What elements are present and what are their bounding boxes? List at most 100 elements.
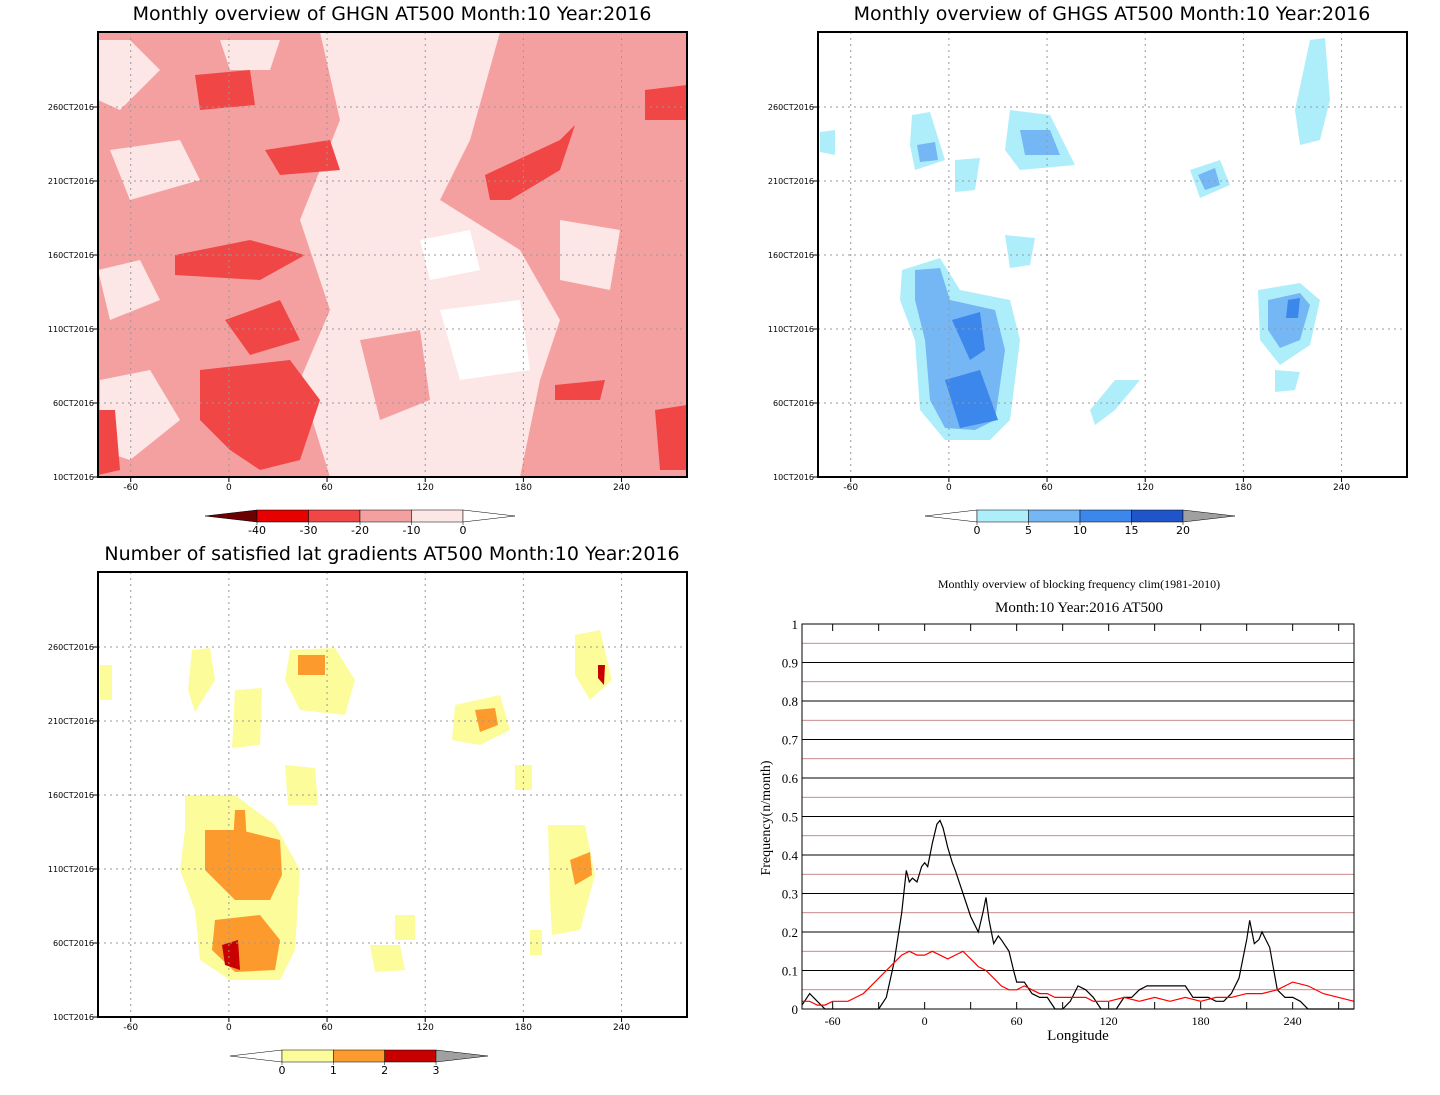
- latgrad-region-9b: [598, 665, 605, 685]
- y-tick-label: 0.9: [782, 656, 798, 671]
- ghgs-region-2b: [1020, 130, 1060, 155]
- y-tick-label: 110CT2016: [48, 865, 94, 874]
- y-tick-label: 0.8: [782, 694, 798, 709]
- chart-lat-gradients: Number of satisfied lat gradients AT500 …: [0, 540, 720, 1091]
- x-tick-label: 0: [922, 1014, 928, 1028]
- ghgs-region-11: [1275, 370, 1300, 392]
- colorbar-segment: [256, 509, 309, 523]
- ghgn-patch-1: [98, 40, 160, 110]
- colorbar-right-arrow: [462, 509, 516, 523]
- ghgn-region-center: [360, 330, 430, 420]
- blocking-series: [801, 819, 1355, 1010]
- y-tick-label: 0.6: [782, 771, 799, 786]
- colorbar-segment: [281, 1049, 334, 1063]
- chart-ghgn-svg: Monthly overview of GHGN AT500 Month:10 …: [48, 3, 688, 537]
- colorbar-label: 10: [1073, 524, 1087, 537]
- ghgn-neg-1: [195, 70, 255, 110]
- chart-blocking-subtitle: Month:10 Year:2016 AT500: [995, 600, 1163, 616]
- x-tick-label: -60: [825, 1014, 841, 1028]
- ghgn-neg-5: [200, 360, 320, 470]
- y-tick-label: 210CT2016: [48, 177, 94, 186]
- x-tick-label: 240: [1333, 483, 1350, 493]
- x-tick-label: 60: [1011, 1014, 1023, 1028]
- colorbar-label: 0: [279, 1064, 286, 1077]
- colorbar-segment: [359, 509, 412, 523]
- latgrad-region-10b: [570, 852, 592, 885]
- x-tick-label: 180: [1192, 1014, 1210, 1028]
- colorbar-label: -40: [248, 524, 266, 537]
- latgrad-region-6: [100, 665, 112, 700]
- ghgn-patch-5: [220, 40, 280, 70]
- y-tick-label: 0.5: [782, 810, 798, 825]
- ghgn-neg-8: [645, 85, 687, 120]
- y-tick-label: 260CT2016: [48, 103, 94, 112]
- y-tick-label: 110CT2016: [768, 325, 814, 334]
- ghgn-grid: [98, 32, 687, 477]
- latgrad-region-1e: [232, 810, 248, 860]
- latgrad-y-ticks: 10CT2016 60CT2016 110CT2016 160CT2016 210CT2…: [48, 643, 98, 1022]
- series-line-black: [801, 819, 1354, 1010]
- latgrad-colorbar: 0 1 2 3: [229, 1049, 489, 1077]
- y-tick-label: 0.1: [782, 964, 798, 979]
- colorbar-label: 0: [460, 524, 467, 537]
- y-tick-label: 0: [792, 1002, 799, 1017]
- colorbar-label: 0: [974, 524, 981, 537]
- latgrad-region-7b: [475, 708, 498, 732]
- y-tick-label: 60CT2016: [53, 939, 94, 948]
- latgrad-region-3: [188, 648, 215, 712]
- latgrad-region-5: [285, 765, 318, 805]
- y-tick-label: 1: [792, 617, 799, 632]
- ghgs-grid: [818, 32, 1407, 477]
- y-tick-label: 10CT2016: [53, 473, 94, 482]
- chart-ghgs-svg: Monthly overview of GHGS AT500 Month:10 …: [768, 3, 1408, 537]
- ghgs-region-3b: [917, 142, 938, 162]
- x-tick-label: 0: [226, 483, 232, 493]
- y-tick-label: 160CT2016: [768, 251, 814, 260]
- y-tick-label: 0.7: [782, 733, 799, 748]
- x-tick-label: 120: [1137, 483, 1154, 493]
- colorbar-label: 20: [1176, 524, 1190, 537]
- x-tick-label: -60: [843, 483, 858, 493]
- series-line-red: [802, 950, 1355, 1006]
- ghgs-region-9: [1295, 38, 1330, 145]
- ghgs-y-ticks: 10CT2016 60CT2016 110CT2016 160CT2016 210CT2…: [768, 103, 818, 482]
- ghgs-region-1d: [945, 370, 998, 428]
- colorbar-label: 2: [381, 1064, 388, 1077]
- y-tick-label: 60CT2016: [773, 399, 814, 408]
- colorbar-left-arrow: [924, 509, 978, 523]
- ghgs-colorbar: 0 5 10 15 20: [924, 509, 1236, 537]
- y-tick-label: 10CT2016: [53, 1013, 94, 1022]
- colorbar-segment: [1028, 509, 1081, 523]
- y-tick-label: 110CT2016: [48, 325, 94, 334]
- ghgs-region-10: [1090, 380, 1140, 425]
- latgrad-region-2b: [298, 655, 325, 675]
- chart-blocking-frequency: Monthly overview of blocking frequency c…: [720, 540, 1440, 1091]
- latgrad-region-1d: [222, 940, 240, 970]
- ghgn-neg-2: [265, 140, 340, 175]
- ghgn-neg-4: [225, 300, 300, 355]
- x-tick-label: 180: [515, 483, 532, 493]
- ghgn-neg-9: [555, 380, 605, 400]
- ghgn-colorbar: -40 -30 -20 -10 0: [204, 509, 516, 537]
- ghgs-region-8c: [1286, 298, 1300, 318]
- colorbar-segment: [333, 1049, 385, 1063]
- latgrad-region-1b: [205, 830, 282, 900]
- ghgn-patch-3: [98, 260, 160, 320]
- colorbar-segment: [411, 509, 464, 523]
- x-tick-label: 120: [417, 1023, 434, 1033]
- ghgn-x-ticks: -60 0 60 120 180 240: [123, 477, 630, 493]
- y-tick-label: 160CT2016: [48, 791, 94, 800]
- y-tick-label: 210CT2016: [48, 717, 94, 726]
- ghgn-y-ticks: 10CT2016 60CT2016 110CT2016 160CT2016 210CT2…: [48, 103, 98, 482]
- chart-lat-gradients-svg: Number of satisfied lat gradients AT500 …: [48, 543, 688, 1077]
- y-tick-label: 260CT2016: [48, 643, 94, 652]
- x-tick-label: 0: [946, 483, 952, 493]
- chart-ghgn-title: Monthly overview of GHGN AT500 Month:10 …: [133, 3, 652, 25]
- ghgs-region-6: [1005, 235, 1035, 268]
- ghgs-region-8b: [1268, 293, 1310, 348]
- y-tick-label: 210CT2016: [768, 177, 814, 186]
- ghgs-region-5: [820, 130, 835, 155]
- y-tick-label: 10CT2016: [773, 473, 814, 482]
- chart-ghgn: Monthly overview of GHGN AT500 Month:10 …: [0, 0, 720, 545]
- x-tick-label: 0: [226, 1023, 232, 1033]
